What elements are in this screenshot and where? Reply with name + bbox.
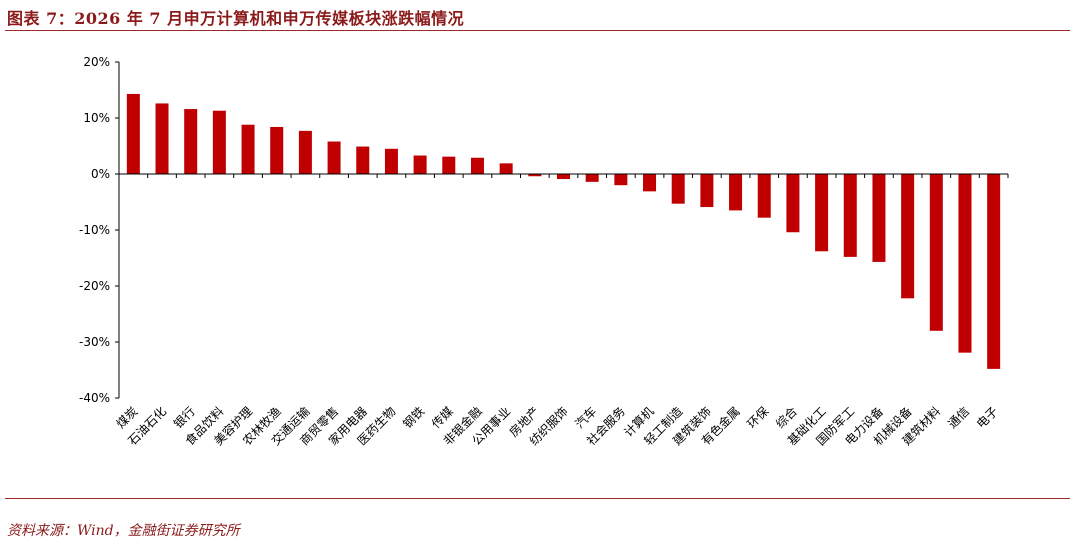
source-note: 资料来源：Wind，金融街证券研究所 (7, 523, 240, 539)
bar (528, 174, 542, 177)
y-tick-label: -30% (79, 335, 110, 349)
bar (126, 93, 140, 174)
bar (298, 130, 312, 174)
bar (729, 174, 743, 211)
title-divider (5, 30, 1070, 31)
bar (356, 146, 370, 174)
bar (643, 174, 657, 192)
bar (843, 174, 857, 257)
bar (585, 174, 599, 182)
y-tick-label: 20% (83, 55, 110, 69)
category-label: 通信 (945, 404, 972, 431)
y-tick-label: 0% (91, 167, 110, 181)
y-tick-label: 10% (83, 111, 110, 125)
category-label: 环保 (744, 404, 771, 431)
bar (614, 174, 628, 186)
bar (327, 141, 341, 174)
bar (786, 174, 800, 233)
category-label: 电子 (974, 404, 1001, 431)
bar (671, 174, 685, 204)
x-axis (118, 173, 1009, 178)
bar (270, 126, 284, 174)
bar (155, 103, 169, 174)
page-title: 图表 7：2026 年 7 月申万计算机和申万传媒板块涨跌幅情况 (7, 9, 465, 28)
bar (929, 174, 943, 331)
bars (126, 93, 1001, 369)
bar (815, 174, 829, 252)
bar (384, 148, 398, 174)
bar (442, 156, 456, 174)
bar (241, 124, 255, 174)
bar (184, 109, 198, 174)
bar (212, 110, 226, 174)
y-tick-label: -40% (79, 391, 110, 405)
bar (413, 155, 427, 174)
bar (557, 174, 570, 180)
bar (499, 163, 513, 174)
y-tick-label: -20% (79, 279, 110, 293)
bar (872, 174, 886, 262)
y-tick-label: -10% (79, 223, 110, 237)
bar (470, 157, 484, 174)
source-divider (5, 498, 1070, 499)
bar (700, 174, 714, 208)
bar (987, 174, 1001, 369)
bar (901, 174, 915, 299)
bar (757, 174, 771, 218)
bar (958, 174, 972, 353)
category-label: 钢铁 (400, 404, 427, 431)
y-axis: 20% 10% 0% -10% -20% -30% -40% (79, 55, 120, 405)
